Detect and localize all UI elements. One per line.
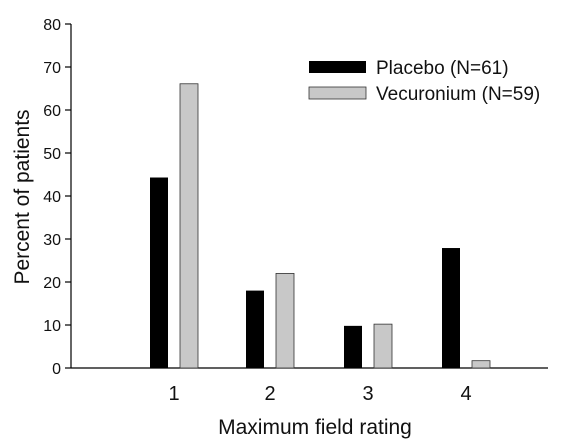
x-tick-label: 1 bbox=[168, 383, 179, 405]
legend-swatch-placebo bbox=[309, 61, 366, 73]
y-tick-label: 0 bbox=[52, 361, 61, 378]
bar-vecuronium-2 bbox=[275, 272, 295, 369]
y-tick-label: 40 bbox=[43, 189, 61, 206]
x-tick-label: 3 bbox=[362, 383, 373, 405]
y-tick-label: 30 bbox=[43, 232, 61, 249]
y-tick-label: 50 bbox=[43, 146, 61, 163]
y-tick-label: 60 bbox=[43, 103, 61, 120]
x-tick-label: 2 bbox=[264, 383, 275, 405]
y-axis: 0 10 20 30 40 50 60 70 80 bbox=[43, 17, 72, 378]
bar-vecuronium-4 bbox=[471, 360, 491, 369]
bars bbox=[150, 83, 491, 369]
bar-placebo-1 bbox=[150, 177, 168, 368]
bar-placebo-2 bbox=[246, 290, 264, 368]
y-tick-label: 80 bbox=[43, 17, 61, 34]
y-axis-title: Percent of patients bbox=[11, 109, 34, 284]
bar-placebo-4 bbox=[442, 248, 460, 368]
y-tick-label: 70 bbox=[43, 60, 61, 77]
legend: Placebo (N=61) Vecuronium (N=59) bbox=[308, 58, 540, 105]
x-tick-label: 4 bbox=[460, 383, 471, 405]
bar-placebo-3 bbox=[344, 325, 362, 368]
bar-vecuronium-3 bbox=[373, 323, 393, 369]
y-tick-label: 10 bbox=[43, 318, 61, 335]
legend-swatch-vecuronium bbox=[308, 86, 367, 100]
bar-vecuronium-1 bbox=[179, 83, 199, 369]
legend-label-placebo: Placebo (N=61) bbox=[376, 58, 509, 79]
x-axis: 1 2 3 4 bbox=[71, 367, 548, 405]
y-tick-label: 20 bbox=[43, 275, 61, 292]
x-axis-title: Maximum field rating bbox=[218, 416, 412, 439]
legend-label-vecuronium: Vecuronium (N=59) bbox=[376, 84, 540, 105]
